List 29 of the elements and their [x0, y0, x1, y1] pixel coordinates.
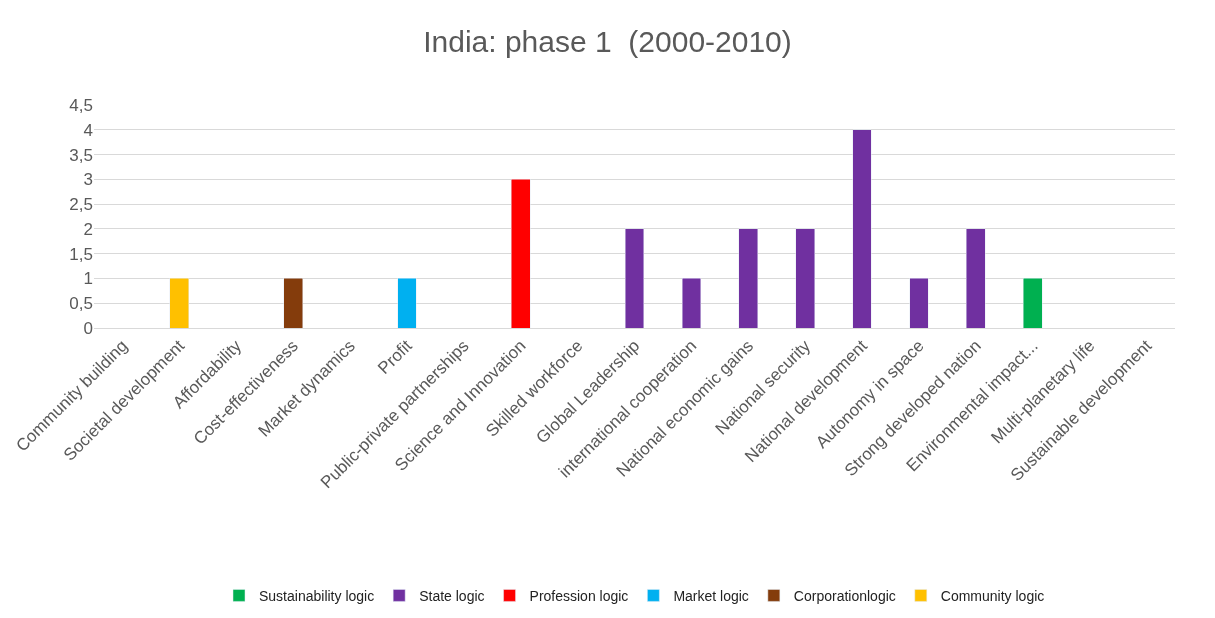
- bar: [738, 228, 758, 328]
- bar: [1023, 278, 1043, 328]
- bar: [397, 278, 417, 328]
- bar: [511, 179, 531, 328]
- bar: [169, 278, 189, 328]
- bar: [852, 129, 872, 328]
- bar: [795, 228, 815, 328]
- y-tick-label: 2,5: [69, 195, 93, 215]
- legend-label: Community logic: [940, 587, 1045, 604]
- y-tick-label: 3: [83, 170, 93, 190]
- bar: [909, 278, 929, 328]
- y-tick-label: 3,5: [69, 145, 93, 165]
- y-tick-label: 1: [83, 269, 93, 289]
- y-tick-label: 2: [83, 219, 93, 239]
- legend-label: Market logic: [673, 587, 749, 604]
- chart-title: India: phase 1 (2000-2010): [423, 24, 792, 58]
- legend-label: Sustainability logic: [259, 587, 375, 604]
- y-tick-label: 0: [83, 318, 93, 338]
- y-tick-label: 4,5: [69, 95, 93, 115]
- legend-label: Profession logic: [529, 587, 629, 604]
- bar: [681, 278, 702, 328]
- legend-label: Corporationlogic: [793, 587, 896, 604]
- bar: [283, 278, 303, 328]
- legend-label: State logic: [419, 587, 485, 604]
- y-tick-label: 4: [83, 120, 93, 140]
- bar: [624, 228, 645, 328]
- y-tick-label: 1,5: [69, 244, 93, 264]
- bar: [966, 228, 986, 328]
- y-tick-label: 0,5: [69, 294, 93, 314]
